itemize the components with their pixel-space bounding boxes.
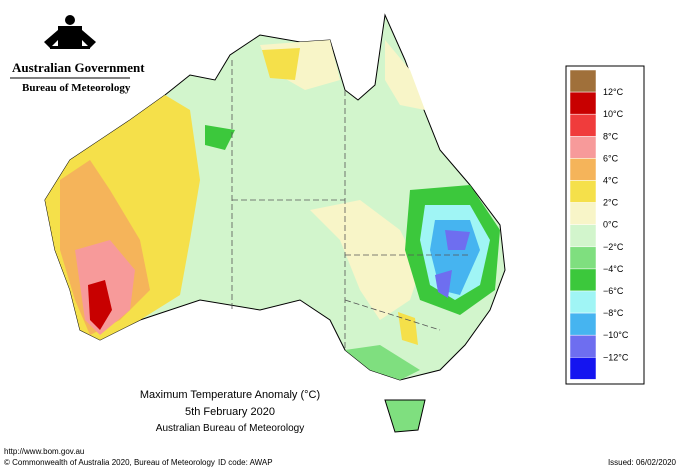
map-source: Australian Bureau of Meteorology xyxy=(156,423,304,434)
legend-swatch xyxy=(569,268,597,292)
legend-label: −4°C xyxy=(603,264,624,274)
id-code: ID code: AWAP xyxy=(218,458,273,467)
legend-swatch xyxy=(569,158,597,181)
bureau: Bureau of Meteorology xyxy=(22,82,131,94)
legend-label: 6°C xyxy=(603,153,619,163)
legend-swatch xyxy=(569,136,597,159)
map xyxy=(44,13,506,433)
legend: 12°C 10°C 8°C 6°C 4°C 2°C 0°C −2°C −4°C −6°C −8°C −… xyxy=(569,69,629,380)
legend-swatch xyxy=(569,246,597,270)
legend-label: 2°C xyxy=(603,198,619,208)
crest xyxy=(44,15,96,49)
legend-swatch xyxy=(569,290,597,314)
legend-label: 0°C xyxy=(603,220,619,230)
legend-label: −10°C xyxy=(603,330,629,340)
legend-swatch xyxy=(569,113,597,137)
legend-swatch xyxy=(569,357,597,380)
map-title: Maximum Temperature Anomaly (°C) xyxy=(140,389,320,401)
legend-label: −12°C xyxy=(603,352,629,362)
map-date: 5th February 2020 xyxy=(185,406,275,418)
copyright: © Commonwealth of Australia 2020, Bureau… xyxy=(4,458,215,467)
legend-swatch xyxy=(569,312,597,336)
legend-swatch xyxy=(569,334,597,358)
issued: Issued: 06/02/2020 xyxy=(608,458,677,467)
legend-label: −2°C xyxy=(603,242,624,252)
legend-label: 4°C xyxy=(603,176,619,186)
url: http://www.bom.gov.au xyxy=(4,447,84,456)
legend-label: 12°C xyxy=(603,87,624,97)
agency: Australian Government xyxy=(12,60,145,75)
legend-label: −8°C xyxy=(603,308,624,318)
legend-label: −6°C xyxy=(603,286,624,296)
legend-label: 10°C xyxy=(603,109,624,119)
legend-label: 8°C xyxy=(603,131,619,141)
legend-swatch xyxy=(569,224,597,248)
legend-swatch xyxy=(569,180,597,203)
legend-swatch xyxy=(569,91,597,115)
legend-swatch xyxy=(569,69,597,93)
legend-swatch xyxy=(569,202,597,225)
